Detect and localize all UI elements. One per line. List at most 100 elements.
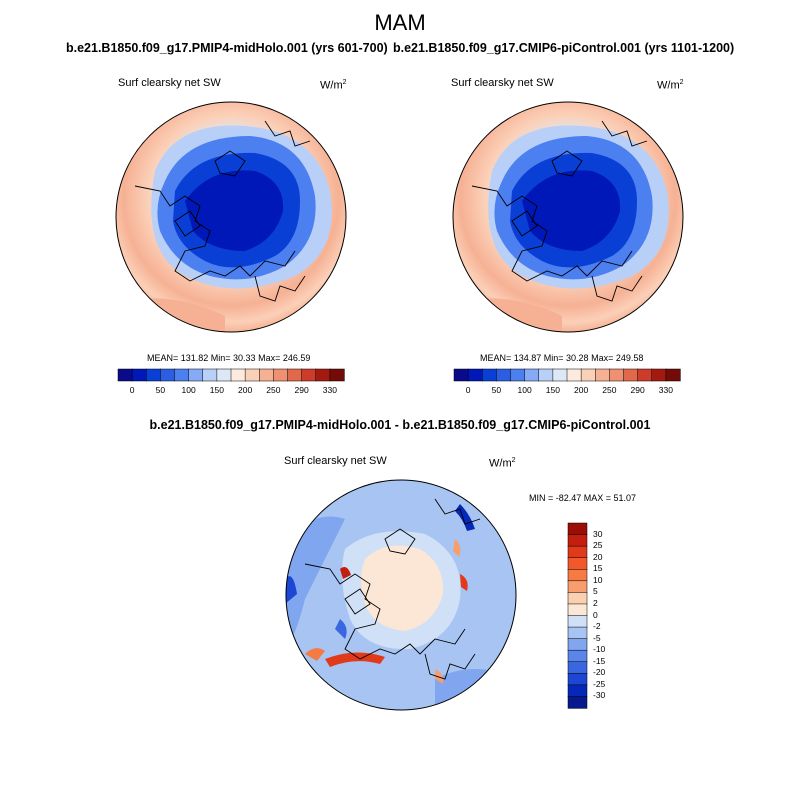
colorbar-box (188, 368, 204, 382)
diff-positive-band (325, 652, 385, 667)
diff-stats: MIN = -82.47 MAX = 51.07 (529, 493, 637, 503)
colorbar-box (609, 368, 625, 382)
panel-1-colorbar (117, 368, 345, 382)
figure-title: MAM (374, 10, 426, 35)
colorbar-tick-label: 50 (491, 385, 502, 395)
colorbar-tick-label: 290 (630, 385, 645, 395)
panel-2-coastline (471, 185, 633, 282)
colorbar-box (174, 368, 190, 382)
colorbar-box (259, 368, 275, 382)
colorbar-box (273, 368, 289, 382)
colorbar-box (567, 673, 588, 686)
colorbar-box (216, 368, 232, 382)
colorbar-box (637, 368, 653, 382)
colorbar-tick-label: -2 (593, 621, 601, 632)
colorbar-tick-label: 30 (593, 528, 603, 539)
colorbar-box (567, 684, 588, 698)
colorbar-box (567, 580, 588, 594)
panel-2-title: b.e21.B1850.f09_g17.CMIP6-piControl.001 … (393, 41, 735, 55)
colorbar-tick-label: 0 (129, 385, 135, 395)
panel-1-title: b.e21.B1850.f09_g17.PMIP4-midHolo.001 (y… (66, 41, 388, 55)
colorbar-tick-label: 15 (593, 563, 603, 574)
colorbar-box (496, 368, 512, 382)
panel-1-map (115, 101, 347, 333)
diff-near-zero-region (361, 545, 444, 631)
colorbar-tick-label: 5 (593, 586, 598, 597)
panel-1-colorbar-labels: 0 50 100 150 200 250 290 330 (118, 385, 344, 397)
colorbar-box (146, 368, 162, 382)
colorbar-box (117, 368, 133, 382)
diff-variable: Surf clearsky net SW (284, 455, 387, 467)
colorbar-box (524, 368, 540, 382)
colorbar-tick-label: 10 (593, 574, 603, 585)
diff-title: b.e21.B1850.f09_g17.PMIP4-midHolo.001 - … (149, 418, 651, 432)
panel-2-colorbar (453, 368, 681, 382)
colorbar-box (567, 569, 588, 582)
colorbar-box (567, 626, 588, 640)
colorbar-tick-label: 100 (517, 385, 532, 395)
colorbar-tick-label: -10 (593, 644, 606, 655)
colorbar-box (131, 368, 147, 382)
colorbar-tick-label: 330 (658, 385, 673, 395)
colorbar-box (552, 368, 568, 382)
colorbar-tick-label: -15 (593, 655, 606, 666)
panel-1-stats: MEAN= 131.82 Min= 30.33 Max= 246.59 (147, 353, 311, 363)
colorbar-tick-label: 20 (593, 551, 603, 562)
colorbar-tick-label: 25 (593, 540, 603, 551)
diff-coastline (304, 563, 466, 660)
colorbar-box (482, 368, 498, 382)
colorbar-tick-label: 250 (266, 385, 281, 395)
panel-1-coastline (134, 185, 296, 282)
colorbar-box (623, 368, 639, 382)
diff-colorbar-labels: 30 25 20 15 10 5 2 0 -2 -5 -10 -15 -20 -25 -30 (593, 523, 623, 708)
colorbar-box (567, 696, 588, 709)
colorbar-box (202, 368, 218, 382)
colorbar-box (567, 661, 588, 674)
colorbar-tick-label: -25 (593, 678, 606, 689)
colorbar-tick-label: 200 (574, 385, 589, 395)
colorbar-tick-label: 0 (593, 609, 598, 620)
colorbar-box (567, 603, 588, 617)
colorbar-tick-label: 0 (465, 385, 471, 395)
colorbar-box (538, 368, 554, 382)
colorbar-tick-label: 150 (209, 385, 224, 395)
colorbar-box (567, 522, 588, 536)
colorbar-tick-label: 200 (238, 385, 253, 395)
colorbar-box (567, 615, 588, 628)
colorbar-tick-label: 2 (593, 597, 598, 608)
diff-colorbar (567, 522, 588, 709)
colorbar-tick-label: -30 (593, 690, 606, 701)
colorbar-box (595, 368, 611, 382)
colorbar-tick-label: 100 (181, 385, 196, 395)
colorbar-box (567, 557, 588, 570)
colorbar-box (567, 649, 588, 663)
colorbar-box (467, 368, 483, 382)
colorbar-box (580, 368, 596, 382)
colorbar-tick-label: 150 (545, 385, 560, 395)
diff-units: W/m2 (489, 457, 516, 470)
colorbar-box (566, 368, 582, 382)
colorbar-box (651, 368, 667, 382)
colorbar-box (315, 368, 331, 382)
colorbar-box (567, 545, 588, 559)
panel-1-variable: Surf clearsky net SW (118, 77, 221, 89)
panel-2-variable: Surf clearsky net SW (451, 77, 554, 89)
colorbar-tick-label: 50 (155, 385, 166, 395)
colorbar-box (453, 368, 469, 382)
panel-2-map (452, 101, 684, 333)
panel-2-units: W/m2 (657, 79, 684, 92)
colorbar-tick-label: -5 (593, 632, 601, 643)
colorbar-box (244, 368, 260, 382)
colorbar-box (567, 638, 588, 651)
colorbar-box (230, 368, 246, 382)
colorbar-box (160, 368, 176, 382)
colorbar-tick-label: -20 (593, 667, 606, 678)
colorbar-tick-label: 250 (602, 385, 617, 395)
panel-2-colorbar-labels: 0 50 100 150 200 250 290 330 (454, 385, 680, 397)
panel-2-stats: MEAN= 134.87 Min= 30.28 Max= 249.58 (480, 353, 644, 363)
colorbar-box (567, 592, 588, 605)
colorbar-box (287, 368, 303, 382)
colorbar-box (510, 368, 526, 382)
colorbar-box (329, 368, 345, 382)
colorbar-tick-label: 290 (294, 385, 309, 395)
